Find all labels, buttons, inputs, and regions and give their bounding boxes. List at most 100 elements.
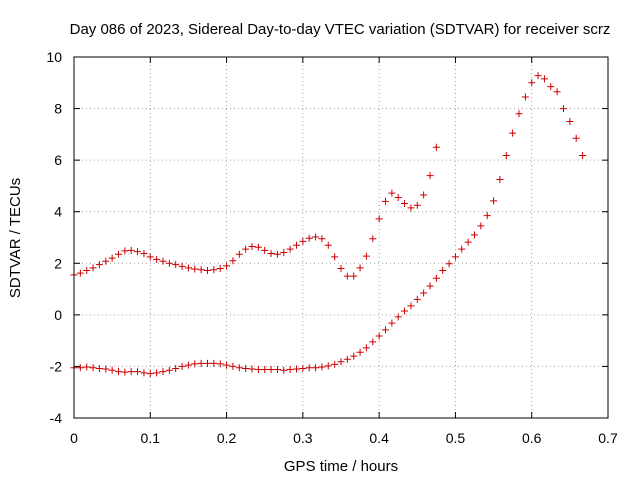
data-point-upper xyxy=(197,266,205,274)
data-point-upper xyxy=(426,172,434,180)
chart-title: Day 086 of 2023, Sidereal Day-to-day VTE… xyxy=(70,21,611,38)
data-point-lower xyxy=(439,267,447,275)
data-point-lower xyxy=(420,289,428,297)
data-point-lower xyxy=(229,362,237,370)
data-point-lower xyxy=(528,79,536,87)
data-point-upper xyxy=(273,250,281,258)
data-point-lower xyxy=(248,365,256,373)
x-tick-label: 0.1 xyxy=(141,430,161,446)
data-point-lower xyxy=(165,366,173,374)
data-point-lower xyxy=(324,362,332,370)
data-point-lower xyxy=(134,368,142,376)
data-point-upper xyxy=(159,257,167,265)
data-point-upper xyxy=(89,264,97,272)
data-point-upper xyxy=(121,247,129,255)
data-point-lower xyxy=(458,245,466,253)
data-point-lower xyxy=(223,361,231,369)
data-point-lower xyxy=(343,355,351,363)
data-point-upper xyxy=(229,257,237,265)
data-point-lower xyxy=(261,366,269,374)
data-point-upper xyxy=(216,264,224,272)
data-point-upper xyxy=(420,191,428,199)
data-point-lower xyxy=(432,274,440,282)
data-point-upper xyxy=(375,215,383,223)
data-point-lower xyxy=(496,175,504,183)
data-point-lower xyxy=(299,364,307,372)
data-point-upper xyxy=(127,246,135,254)
data-point-lower xyxy=(509,129,517,137)
data-point-upper xyxy=(184,264,192,272)
data-point-lower xyxy=(579,152,587,160)
y-tick-label: 8 xyxy=(54,101,62,117)
data-point-lower xyxy=(114,368,122,376)
plot-frame xyxy=(73,56,609,419)
data-point-upper xyxy=(102,257,110,265)
data-point-lower xyxy=(515,110,523,118)
y-tick-label: -2 xyxy=(50,358,63,374)
data-point-lower xyxy=(204,359,211,367)
data-point-lower xyxy=(547,83,555,91)
data-point-lower xyxy=(254,366,262,374)
data-point-upper xyxy=(401,199,409,207)
x-tick-labels: 0 0.1 0.2 0.3 0.4 0.5 0.6 0.7 xyxy=(70,430,618,446)
data-points xyxy=(70,72,587,378)
data-point-lower xyxy=(280,366,288,374)
data-point-upper xyxy=(210,266,218,274)
data-point-upper xyxy=(146,253,154,261)
data-point-lower xyxy=(375,332,383,340)
data-point-upper xyxy=(312,233,320,241)
data-point-lower xyxy=(560,105,568,113)
data-point-upper xyxy=(178,262,186,270)
data-point-lower xyxy=(83,363,91,371)
data-point-lower xyxy=(388,319,396,327)
data-point-lower xyxy=(464,238,472,246)
data-point-upper xyxy=(337,264,345,272)
y-tick-label: 2 xyxy=(54,255,62,271)
y-axis-label: SDTVAR / TECUs xyxy=(7,178,24,298)
data-point-upper xyxy=(318,235,326,243)
data-point-upper xyxy=(254,243,262,251)
data-point-lower xyxy=(153,369,161,377)
data-point-upper xyxy=(324,241,332,249)
data-point-lower xyxy=(394,313,402,321)
data-point-lower xyxy=(172,364,180,372)
data-point-upper xyxy=(369,235,377,243)
data-point-upper xyxy=(362,252,370,260)
data-point-lower xyxy=(413,295,421,303)
data-point-lower xyxy=(451,253,459,261)
data-point-upper xyxy=(331,253,339,261)
data-point-lower xyxy=(76,364,84,372)
data-point-upper xyxy=(381,197,389,205)
data-point-lower xyxy=(267,366,275,374)
x-tick-label: 0.7 xyxy=(598,430,618,446)
data-point-lower xyxy=(350,352,358,360)
data-point-lower xyxy=(95,364,103,372)
data-point-lower xyxy=(540,75,548,83)
data-point-lower xyxy=(401,307,409,315)
data-point-lower xyxy=(242,364,250,372)
data-point-upper xyxy=(432,143,440,151)
y-tick-label: -4 xyxy=(50,410,63,426)
data-point-upper xyxy=(407,204,415,212)
x-tick-label: 0.2 xyxy=(217,430,237,446)
data-point-lower xyxy=(483,212,491,220)
y-tick-labels: -4 -2 0 2 4 6 8 10 xyxy=(46,49,62,426)
data-point-lower xyxy=(502,152,510,160)
data-point-lower xyxy=(534,72,542,80)
data-point-lower xyxy=(293,365,301,373)
data-point-upper xyxy=(242,245,250,253)
data-point-lower xyxy=(273,366,281,374)
data-point-lower xyxy=(146,370,154,378)
data-point-upper xyxy=(223,262,231,270)
data-point-lower xyxy=(184,361,192,369)
data-point-upper xyxy=(350,272,358,280)
data-point-lower xyxy=(362,344,370,352)
data-point-lower xyxy=(356,348,364,356)
x-tick-label: 0.5 xyxy=(446,430,466,446)
data-point-lower xyxy=(108,366,116,374)
data-point-upper xyxy=(153,255,161,263)
x-tick-label: 0.4 xyxy=(369,430,389,446)
data-point-lower xyxy=(312,364,320,372)
data-point-lower xyxy=(572,134,580,142)
